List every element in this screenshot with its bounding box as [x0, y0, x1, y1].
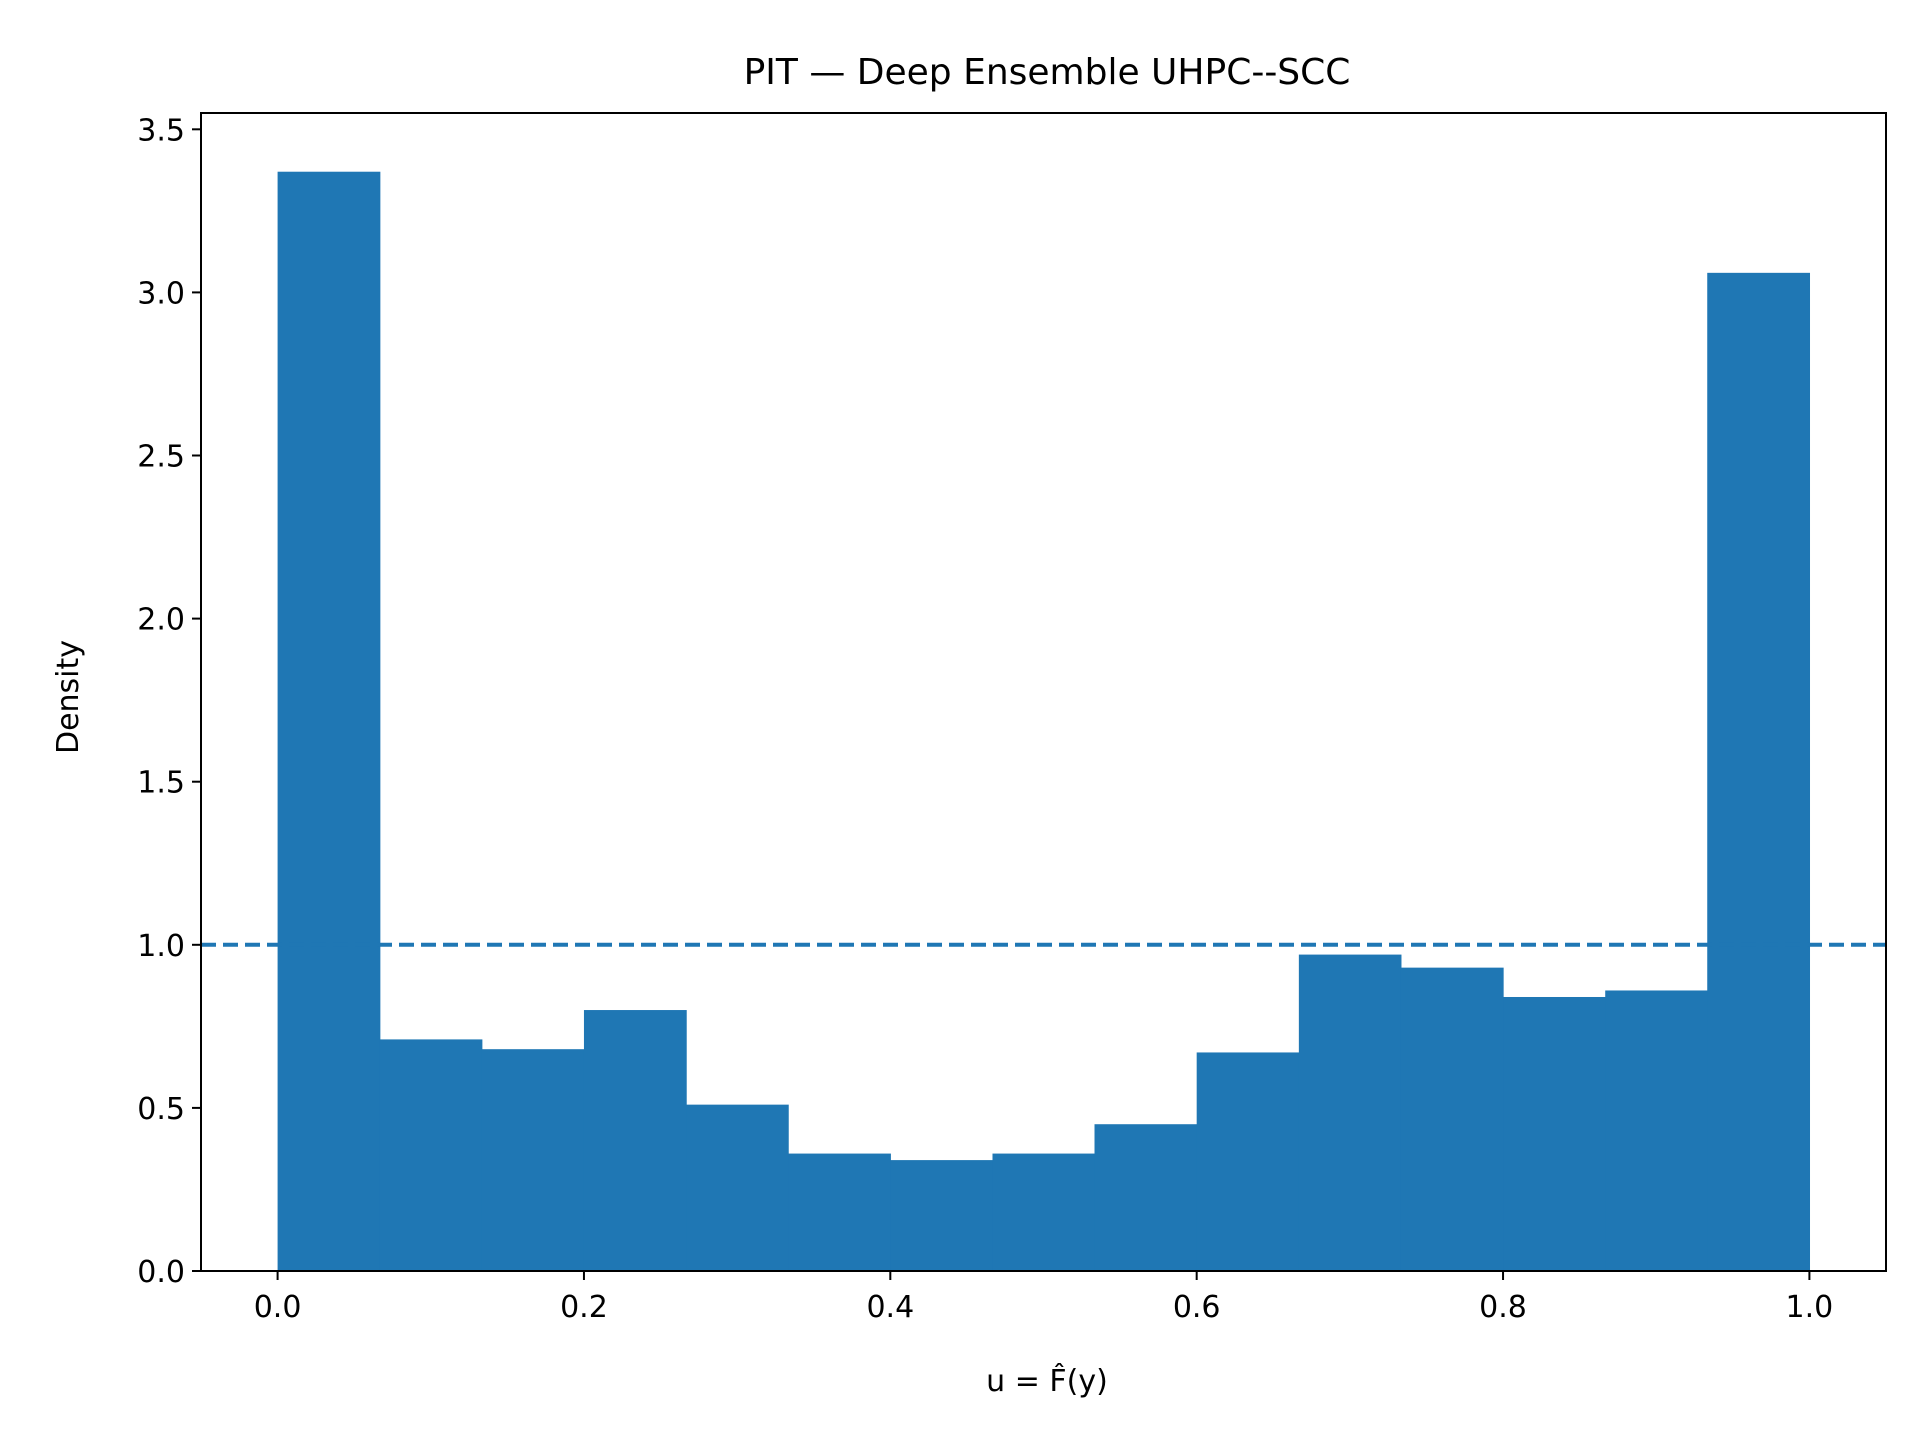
- histogram-bar-8: [1094, 1124, 1198, 1271]
- histogram-bar-0: [277, 171, 381, 1272]
- x-tick-label-1: 0.2: [560, 1290, 608, 1325]
- chart-title: PIT — Deep Ensemble UHPC--SCC: [744, 52, 1351, 93]
- y-tick-label-1: 0.5: [137, 1092, 185, 1127]
- histogram-bar-6: [890, 1160, 994, 1271]
- y-tick-label-4: 2.0: [137, 603, 185, 638]
- histogram-bars: [277, 171, 1811, 1272]
- x-tick-label-0: 0.0: [254, 1290, 302, 1325]
- histogram-bar-14: [1707, 272, 1811, 1271]
- histogram-bar-3: [583, 1010, 687, 1271]
- histogram-bar-13: [1605, 990, 1708, 1271]
- histogram-bar-7: [992, 1153, 1096, 1271]
- x-tick-label-5: 1.0: [1786, 1290, 1834, 1325]
- histogram-bar-9: [1196, 1052, 1300, 1271]
- plot-frame: [200, 112, 1887, 1272]
- histogram-bar-11: [1400, 967, 1504, 1271]
- y-axis-ticks: 0.0 0.5 1.0 1.5 2.0 2.5 3.0 3.5: [137, 113, 201, 1290]
- x-axis-label: u = F̂(y): [986, 1363, 1108, 1399]
- y-axis-label: Density: [51, 640, 86, 754]
- x-axis-ticks: 0.0 0.2 0.4 0.6 0.8 1.0: [254, 1271, 1834, 1325]
- y-tick-label-3: 1.5: [137, 766, 185, 801]
- y-tick-label-2: 1.0: [137, 929, 185, 964]
- x-tick-label-3: 0.6: [1173, 1290, 1221, 1325]
- y-tick-label-6: 3.0: [137, 276, 185, 311]
- histogram-bar-12: [1503, 996, 1606, 1271]
- histogram-bar-2: [481, 1049, 585, 1271]
- x-tick-label-2: 0.4: [866, 1290, 914, 1325]
- histogram-bar-1: [379, 1039, 483, 1271]
- histogram-bar-10: [1298, 954, 1402, 1271]
- y-tick-label-5: 2.5: [137, 440, 185, 475]
- histogram-bar-5: [788, 1153, 891, 1271]
- y-tick-label-0: 0.0: [137, 1255, 185, 1290]
- histogram-bar-4: [686, 1104, 789, 1271]
- x-tick-label-4: 0.8: [1479, 1290, 1527, 1325]
- y-tick-label-7: 3.5: [137, 113, 185, 148]
